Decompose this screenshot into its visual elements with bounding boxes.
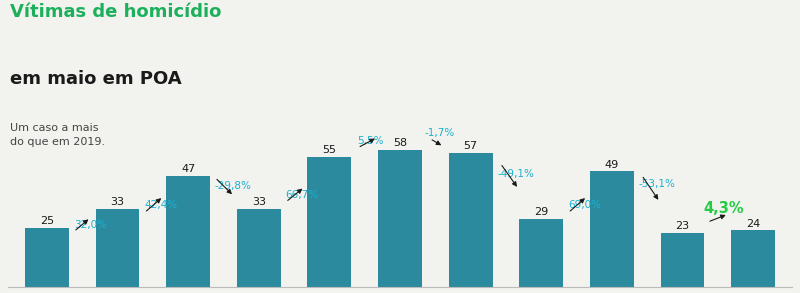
Bar [307, 157, 351, 287]
Text: 32,0%: 32,0% [74, 219, 106, 230]
Text: 69,0%: 69,0% [568, 200, 601, 209]
Text: 25: 25 [40, 216, 54, 226]
Bar [590, 171, 634, 287]
Text: 29: 29 [534, 207, 548, 217]
Text: 66,7%: 66,7% [286, 190, 318, 200]
Text: 47: 47 [181, 164, 195, 174]
Text: 5,5%: 5,5% [358, 136, 384, 146]
Text: -49,1%: -49,1% [498, 169, 534, 179]
Text: -53,1%: -53,1% [638, 180, 676, 190]
Bar [25, 228, 69, 287]
Text: 55: 55 [322, 145, 336, 156]
Text: 33: 33 [252, 197, 266, 207]
Text: 24: 24 [746, 219, 760, 229]
Text: 58: 58 [393, 138, 407, 148]
Text: em maio em POA: em maio em POA [10, 70, 182, 88]
Bar [378, 150, 422, 287]
Bar [661, 233, 705, 287]
Bar [731, 231, 775, 287]
Bar [95, 209, 139, 287]
Text: 23: 23 [675, 221, 690, 231]
Text: 42,4%: 42,4% [144, 200, 178, 209]
Text: 33: 33 [110, 197, 125, 207]
Text: -1,7%: -1,7% [425, 127, 455, 137]
Text: -29,8%: -29,8% [215, 181, 252, 191]
Bar [449, 153, 493, 287]
Bar [237, 209, 281, 287]
Text: Vítimas de homicídio: Vítimas de homicídio [10, 3, 221, 21]
Text: 4,3%: 4,3% [704, 201, 744, 216]
Text: Um caso a mais
do que em 2019.: Um caso a mais do que em 2019. [10, 123, 105, 147]
Bar [166, 176, 210, 287]
Text: 49: 49 [605, 160, 619, 170]
Bar [519, 219, 563, 287]
Text: 57: 57 [463, 141, 478, 151]
